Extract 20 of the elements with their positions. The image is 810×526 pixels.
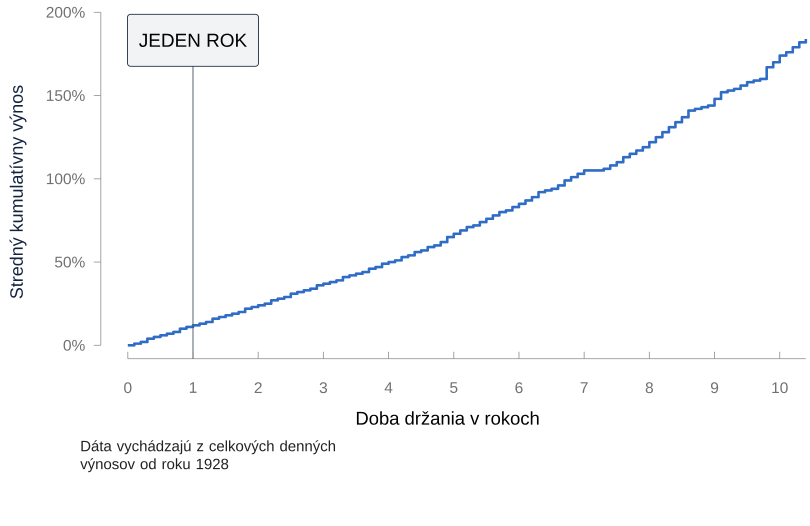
x-tick-label: 10 bbox=[772, 382, 788, 394]
x-tick-label: 7 bbox=[580, 382, 588, 393]
x-tick-label: 1 bbox=[190, 382, 197, 393]
x-tick-label: 8 bbox=[646, 382, 653, 394]
y-tick-label: 150% bbox=[46, 90, 85, 102]
x-tick-label: 0 bbox=[124, 382, 132, 394]
x-tick-label: 2 bbox=[254, 382, 262, 393]
x-tick-label: 3 bbox=[320, 382, 327, 394]
y-tick-label: 50% bbox=[55, 256, 85, 268]
x-tick-label: 4 bbox=[384, 382, 392, 393]
text: Dáta vychádzajú z celkových denných výnosov od roku 1928 bbox=[80, 440, 336, 472]
x-axis-title: Doba držania v rokoch bbox=[356, 411, 539, 425]
y-tick-label: 100% bbox=[46, 173, 85, 184]
x-tick-label: 9 bbox=[710, 382, 718, 394]
y-axis-title: Stredný kumulatívny výnos bbox=[10, 86, 26, 298]
y-tick-label: 200% bbox=[46, 6, 85, 18]
y-tick-label: 0% bbox=[64, 340, 85, 351]
ref-line-label: JEDEN ROK bbox=[139, 34, 247, 47]
x-tick-label: 5 bbox=[450, 382, 458, 393]
x-tick-label: 6 bbox=[515, 382, 523, 394]
